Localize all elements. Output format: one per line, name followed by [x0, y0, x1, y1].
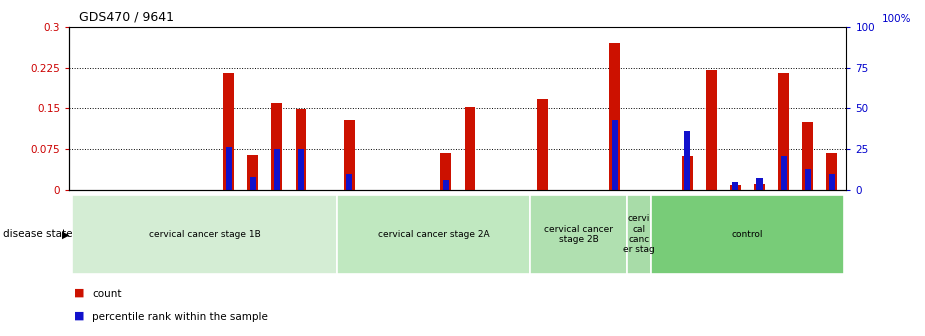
Text: cervical cancer stage 1B: cervical cancer stage 1B	[149, 230, 260, 239]
Bar	[72, 195, 338, 274]
Bar	[610, 43, 620, 190]
Bar	[733, 182, 738, 190]
Text: ■: ■	[74, 311, 84, 321]
Bar	[440, 153, 451, 190]
Bar	[443, 180, 449, 190]
Bar	[346, 174, 352, 190]
Bar	[344, 120, 354, 190]
Bar	[611, 120, 618, 190]
Text: ■: ■	[74, 287, 84, 297]
Bar	[706, 70, 717, 190]
Bar	[298, 149, 304, 190]
Bar	[802, 122, 813, 190]
Text: count: count	[92, 289, 122, 299]
Bar	[530, 195, 627, 274]
Bar	[250, 177, 256, 190]
Text: cervical cancer
stage 2B: cervical cancer stage 2B	[544, 225, 613, 244]
Text: ▶: ▶	[62, 229, 69, 239]
Bar	[826, 153, 837, 190]
Bar	[274, 149, 280, 190]
Bar	[536, 98, 548, 190]
Bar	[781, 156, 786, 190]
Bar	[223, 73, 234, 190]
Bar	[296, 110, 306, 190]
Bar	[464, 107, 475, 190]
Bar	[247, 155, 258, 190]
Bar	[651, 195, 844, 274]
Text: GDS470 / 9641: GDS470 / 9641	[79, 10, 174, 23]
Bar	[627, 195, 651, 274]
Bar	[271, 103, 282, 190]
Bar	[754, 184, 765, 190]
Bar	[226, 148, 231, 190]
Bar	[829, 174, 835, 190]
Bar	[778, 73, 789, 190]
Text: cervical cancer stage 2A: cervical cancer stage 2A	[378, 230, 489, 239]
Bar	[757, 178, 762, 190]
Bar	[682, 156, 693, 190]
Text: 100%: 100%	[882, 14, 911, 24]
Text: cervi
cal
canc
er stag: cervi cal canc er stag	[623, 214, 655, 254]
Bar	[684, 131, 690, 190]
Text: disease state: disease state	[3, 229, 72, 239]
Bar	[805, 169, 811, 190]
Text: control: control	[732, 230, 763, 239]
Bar	[338, 195, 530, 274]
Bar	[730, 185, 741, 190]
Text: percentile rank within the sample: percentile rank within the sample	[92, 312, 268, 323]
